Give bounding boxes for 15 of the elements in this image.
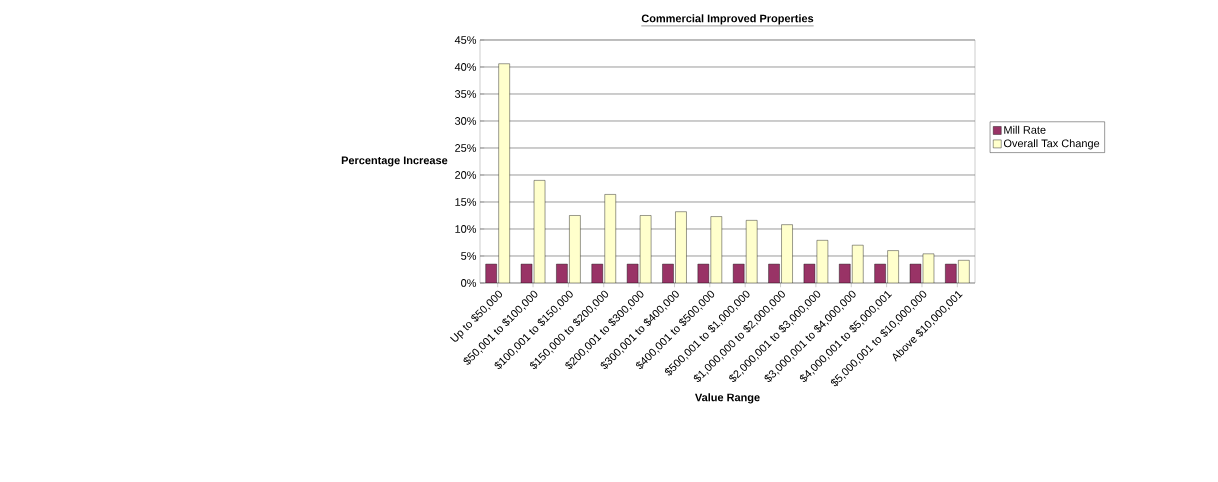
y-axis-title: Percentage Increase [341,156,448,167]
y-tick-label: 15% [455,198,477,206]
chart-title: Commercial Improved Properties [641,14,814,25]
legend-label: Overall Tax Change [1003,139,1100,150]
y-tick-label: 40% [454,63,477,71]
y-tick-label: 10% [455,225,477,233]
y-tick-label: 35% [454,90,477,98]
legend-label: Mill Rate [1004,125,1046,134]
y-tick-label: 0% [461,279,477,287]
y-tick-label: 5% [461,252,477,260]
y-tick-label: 45% [454,36,477,44]
y-tick-label: 30% [454,117,477,125]
x-axis-title: Value Range [695,393,760,404]
y-tick-label: 20% [455,171,477,179]
y-tick-label: 25% [455,144,477,152]
